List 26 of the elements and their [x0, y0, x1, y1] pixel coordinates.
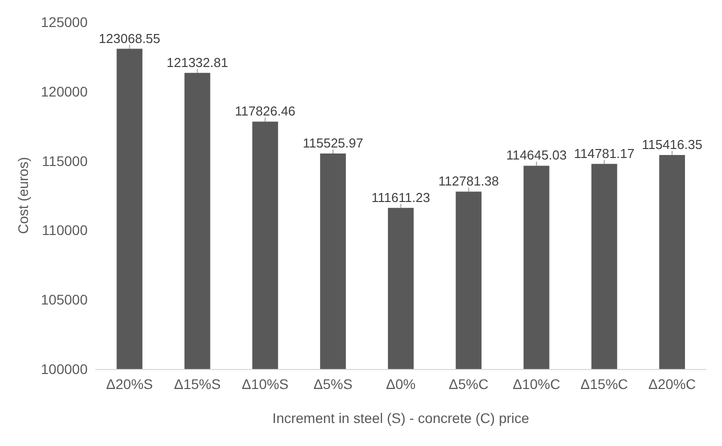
y-axis-title: Cost (euros): [15, 156, 31, 234]
x-tick-label: Δ10%S: [242, 376, 289, 392]
y-tick-label: 115000: [42, 152, 88, 169]
data-label: 114781.17: [574, 146, 635, 161]
x-tick-label: Δ0%: [386, 376, 416, 392]
x-tick-label: Δ15%S: [174, 376, 221, 392]
data-label: 115416.35: [642, 137, 702, 152]
data-label: 115525.97: [302, 136, 364, 150]
y-tick-label: 120000: [40, 83, 88, 100]
data-label: 111611.23: [372, 190, 430, 205]
x-tick-label: Δ10%C: [512, 376, 560, 392]
y-tick-label: 110000: [42, 222, 88, 238]
data-label: 112781.38: [438, 174, 499, 189]
y-tick-label: 105000: [40, 292, 88, 308]
data-label: 114645.03: [506, 148, 567, 163]
x-tick-label: Δ20%C: [648, 376, 696, 392]
x-tick-label: Δ5%C: [448, 376, 488, 392]
x-tick-label: Δ5%S: [314, 376, 352, 392]
x-axis-title: Increment in steel (S) - concrete (C) price: [272, 410, 530, 426]
y-tick-label: 125000: [40, 14, 88, 30]
x-tick-label: Δ20%S: [106, 376, 153, 392]
x-tick-label: Δ15%C: [580, 376, 628, 392]
data-label: 123068.55: [98, 30, 160, 46]
data-label: 117826.46: [234, 104, 296, 119]
y-tick-label: 100000: [40, 361, 88, 377]
data-label: 121332.81: [166, 54, 228, 70]
